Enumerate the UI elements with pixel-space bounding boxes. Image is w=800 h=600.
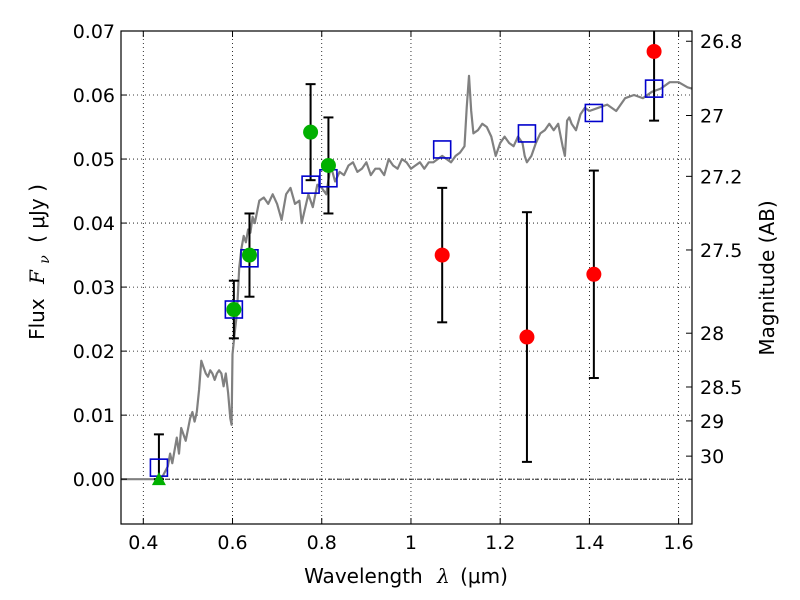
model-square — [301, 175, 320, 194]
x-tick-label: 1.4 — [574, 532, 604, 554]
y-tick-label: 0.02 — [73, 341, 115, 363]
y2-tick-label: 28 — [700, 323, 724, 345]
detection-point — [226, 302, 242, 318]
x-axis-symbol: λ — [436, 564, 450, 588]
detection-point — [303, 124, 319, 140]
plot-frame — [120, 30, 693, 525]
y-axis-unit: ( μJy ) — [25, 184, 49, 243]
y-tick-label: 0.07 — [73, 21, 115, 43]
y-tick-label: 0.01 — [73, 405, 115, 427]
y2-tick-label: 30 — [700, 446, 724, 468]
x-axis-unit: (μm) — [460, 564, 508, 588]
nondetection-point — [434, 247, 450, 263]
model-square — [644, 79, 664, 98]
y2-axis-title: Magnitude (AB) — [755, 200, 779, 355]
y-tick-label: 0.06 — [73, 85, 115, 107]
upper-limit-triangle — [151, 472, 166, 486]
model-square — [584, 103, 604, 123]
y2-tick-label: 27.2 — [700, 166, 742, 188]
y-tick-label: 0.05 — [73, 149, 115, 171]
model-square — [517, 124, 537, 143]
axes: 0.4 0.6 0.8 1 1.2 1.4 1.6 0.00 0.01 0.02 0.03 0.04 0… — [73, 21, 743, 554]
nondetection-point — [646, 43, 662, 59]
model-square — [224, 300, 244, 319]
detection-point — [241, 247, 257, 263]
nondetection-point — [586, 266, 602, 282]
x-axis-label-text: Wavelength — [304, 564, 423, 588]
y2-tick-label: 27 — [700, 106, 724, 128]
y-axis-label-text: Flux — [25, 298, 49, 340]
detection-point — [320, 157, 336, 173]
template-line — [121, 74, 692, 481]
x-tick-label: 1.2 — [485, 532, 515, 554]
y2-tick-label: 29 — [700, 411, 724, 433]
y-axis-title: Flux F ν ( μJy ) — [25, 184, 54, 340]
model-square — [432, 140, 452, 159]
y-axis-subscript: ν — [37, 255, 53, 264]
y2-tick-label: 26.8 — [700, 31, 742, 53]
nondetection-point — [519, 329, 535, 345]
x-tick-label: 0.8 — [307, 532, 337, 554]
x-tick-label: 1.6 — [664, 532, 694, 554]
y2-tick-label: 28.5 — [700, 377, 742, 399]
x-tick-label: 0.4 — [128, 532, 158, 554]
y2-tick-label: 27.5 — [700, 240, 742, 262]
y-tick-label: 0.03 — [73, 277, 115, 299]
x-tick-label: 0.6 — [217, 532, 247, 554]
x-axis-title: Wavelength λ (μm) — [304, 564, 508, 588]
y-tick-label: 0.04 — [73, 213, 115, 235]
y-tick-label: 0.00 — [73, 469, 115, 491]
x-tick-label: 1 — [405, 532, 417, 554]
y-axis-symbol: F — [25, 269, 49, 285]
plot-area — [121, 31, 692, 486]
